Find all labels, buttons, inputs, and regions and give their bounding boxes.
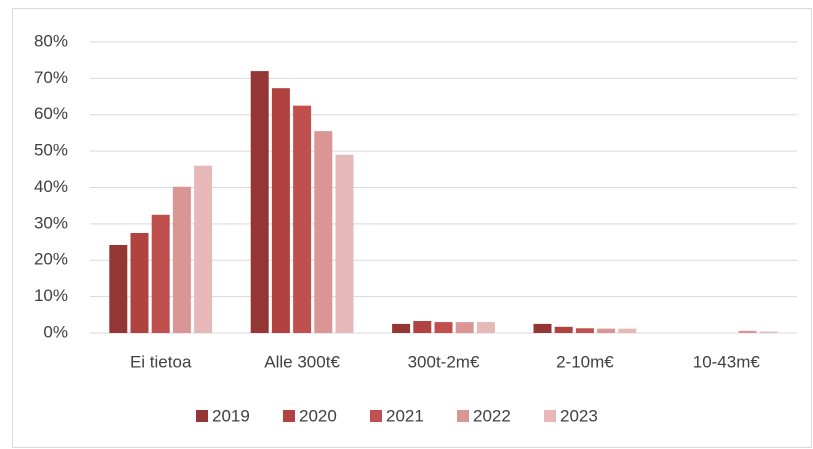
bar [172, 186, 191, 333]
bar [455, 322, 474, 333]
bar [554, 326, 573, 333]
bar [434, 322, 453, 333]
legend-swatch [196, 410, 208, 422]
bar [533, 323, 552, 333]
bar [575, 328, 594, 333]
bar [194, 165, 213, 333]
y-tick-label: 10% [34, 286, 68, 305]
legend-label: 2020 [299, 406, 337, 425]
bar [151, 214, 170, 333]
y-tick-label: 20% [34, 250, 68, 269]
bar [413, 320, 432, 333]
x-tick-label: Alle 300t€ [264, 352, 340, 371]
legend-swatch [457, 410, 469, 422]
legend-label: 2019 [212, 406, 250, 425]
y-tick-label: 60% [34, 104, 68, 123]
bar [335, 154, 354, 333]
bar [109, 244, 128, 333]
bar [314, 131, 333, 333]
y-tick-label: 80% [34, 31, 68, 50]
legend-label: 2022 [473, 406, 511, 425]
legend-swatch [370, 410, 382, 422]
bar [738, 330, 757, 333]
chart-border [12, 8, 812, 448]
y-tick-label: 70% [34, 68, 68, 87]
bar [759, 331, 778, 333]
bar [476, 322, 495, 333]
x-tick-label: 300t-2m€ [408, 352, 480, 371]
x-tick-label: 10-43m€ [693, 352, 761, 371]
legend-label: 2023 [560, 406, 598, 425]
y-tick-label: 40% [34, 177, 68, 196]
bar [618, 328, 637, 333]
bar [392, 323, 411, 333]
legend-swatch [283, 410, 295, 422]
bar [271, 88, 290, 333]
y-tick-label: 0% [43, 322, 68, 341]
y-tick-label: 50% [34, 141, 68, 160]
legend-label: 2021 [386, 406, 424, 425]
legend-swatch [544, 410, 556, 422]
bar [130, 232, 149, 333]
bar [250, 71, 269, 333]
y-tick-label: 30% [34, 213, 68, 232]
x-tick-label: Ei tietoa [130, 352, 192, 371]
bar [597, 328, 616, 333]
x-tick-label: 2-10m€ [556, 352, 614, 371]
bar [293, 105, 312, 333]
